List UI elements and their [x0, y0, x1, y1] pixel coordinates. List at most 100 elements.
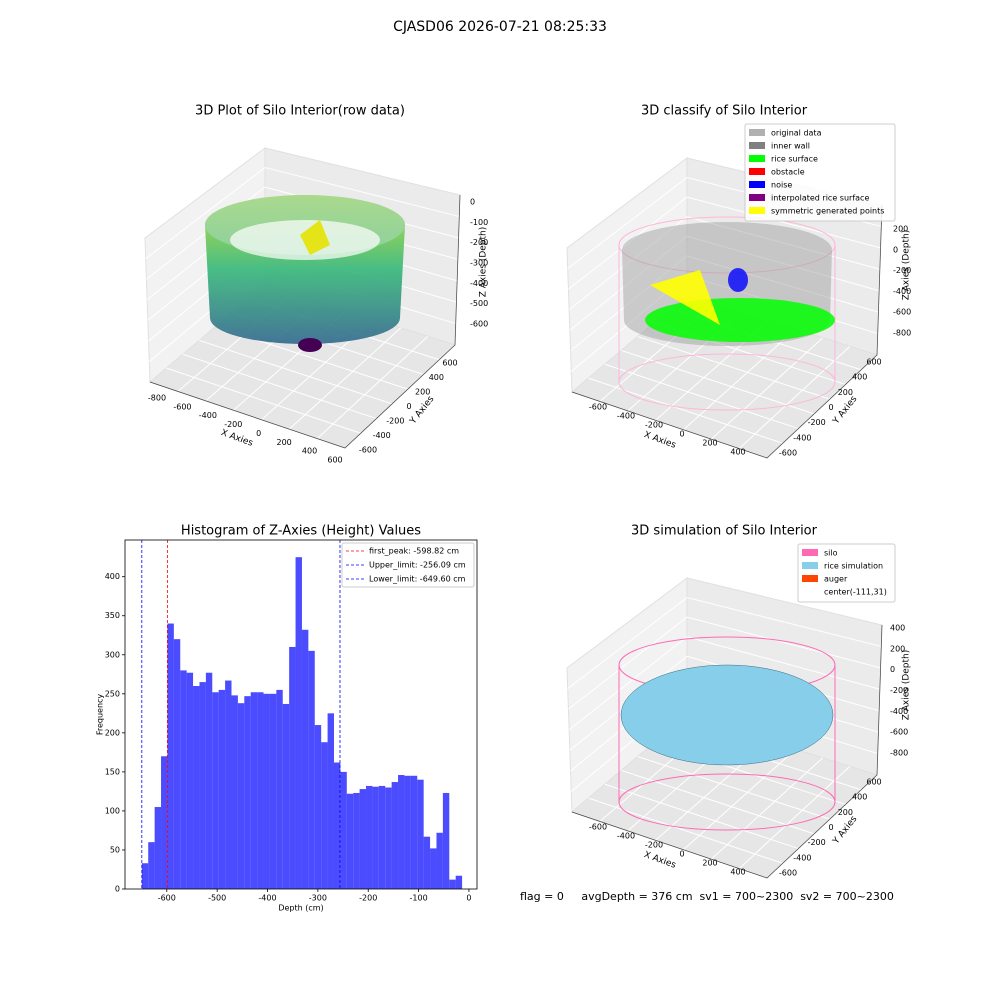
legend-label: symmetric generated points — [771, 207, 884, 216]
y-tick-label: 50 — [110, 845, 120, 854]
z-tick-label: -300 — [470, 259, 488, 268]
z-tick-label: -800 — [890, 749, 908, 758]
y-tick-label: 300 — [105, 650, 120, 659]
bar — [417, 779, 424, 889]
legend-label: first_peak: -598.82 cm — [369, 547, 459, 556]
pane-grid — [570, 255, 688, 352]
pane-grid — [686, 597, 882, 647]
y-tick-label: 200 — [415, 388, 430, 397]
legend-label: rice surface — [771, 155, 818, 164]
legend-swatch — [749, 129, 765, 136]
pane-grid — [686, 255, 879, 313]
y-tick-label: -400 — [373, 431, 391, 440]
pane-grid — [686, 616, 881, 669]
chart-title: 3D Plot of Silo Interior(row data) — [195, 104, 405, 119]
bar — [167, 623, 174, 889]
z-tick-label: -600 — [893, 308, 911, 317]
bar — [359, 789, 367, 889]
symmetric — [650, 270, 720, 325]
pane-grid — [588, 797, 783, 864]
chart-title: 3D classify of Silo Interior — [641, 104, 808, 119]
pane-grid — [738, 766, 851, 869]
z-tick-label: -600 — [890, 728, 908, 737]
footer: flag = 0 avgDepth = 376 cm sv1 = 700~230… — [520, 890, 894, 903]
legend-label: silo — [824, 549, 838, 558]
legend-swatch — [749, 155, 765, 162]
bar — [449, 879, 456, 889]
z-tick-label: -100 — [470, 218, 488, 227]
y-tick-label: 250 — [105, 689, 120, 698]
legend-swatch — [802, 549, 818, 556]
x-tick-label: -600 — [589, 403, 607, 412]
bar — [385, 787, 392, 889]
legend-label: obstacle — [771, 168, 805, 177]
x-tick-label: -600 — [589, 823, 607, 832]
y-tick-label: 600 — [866, 358, 881, 367]
x-tick-label: -600 — [158, 894, 176, 903]
pane-grid — [166, 367, 361, 434]
legend-box — [341, 542, 475, 588]
z-tick-label: -200 — [890, 686, 908, 695]
bar — [193, 686, 200, 889]
x-tick-label: 0 — [466, 894, 471, 903]
bar — [378, 785, 386, 889]
pane-grid — [567, 597, 688, 689]
pane-grid — [588, 377, 783, 444]
x-tick-label: 600 — [327, 456, 342, 465]
x-tick-label: -200 — [645, 841, 663, 850]
y-tick-label: 0 — [828, 403, 833, 412]
x-tick-label: 400 — [302, 447, 317, 456]
bar — [391, 782, 399, 889]
x-tick-label: 400 — [730, 448, 745, 457]
pane-grid — [683, 748, 796, 851]
y-tick-label: -600 — [359, 446, 377, 455]
pane-grid — [264, 167, 460, 217]
z-tick-label: 0 — [890, 665, 895, 674]
pane-grid — [568, 216, 688, 311]
x-tick-label: -500 — [208, 894, 226, 903]
pane-grid — [686, 216, 880, 270]
bar — [346, 793, 354, 889]
legend-label: original data — [771, 129, 822, 138]
x-tick-label: 200 — [702, 859, 717, 868]
x-tick-label: -600 — [173, 402, 191, 411]
z-tick-label: 400 — [890, 624, 905, 633]
pane-grid — [568, 636, 688, 731]
bar — [269, 693, 277, 889]
y-tick-label: 600 — [442, 359, 457, 368]
chart-title: 3D simulation of Silo Interior — [631, 524, 818, 539]
legend-swatch — [749, 207, 765, 214]
bar — [404, 775, 411, 889]
bar — [173, 639, 181, 889]
x-tick-label: 0 — [679, 850, 684, 859]
x-tick-label: -400 — [617, 412, 635, 421]
bar — [340, 771, 347, 889]
pane-grid — [199, 339, 393, 405]
bar — [237, 703, 245, 889]
cloud-bump — [300, 220, 330, 255]
legend-swatch — [749, 194, 765, 201]
legend-label: noise — [771, 181, 792, 190]
y-tick-label: -200 — [386, 417, 404, 426]
x-tick-label: 200 — [702, 439, 717, 448]
noise — [728, 268, 748, 292]
x-tick-label: -200 — [224, 420, 242, 429]
y-tick-label: -200 — [808, 418, 826, 427]
bar — [295, 557, 302, 889]
z-tick-label: -200 — [893, 266, 911, 275]
cloud-bottom — [298, 338, 322, 352]
bar — [276, 689, 283, 889]
bar — [410, 775, 418, 889]
y-tick-label: 0 — [406, 402, 411, 411]
y-tick-label: -600 — [779, 869, 797, 878]
z-tick-label: 200 — [893, 225, 908, 234]
pane-grid — [568, 616, 688, 710]
bar — [161, 756, 168, 889]
x-tick-label: 200 — [277, 438, 292, 447]
y-tick-label: -200 — [808, 838, 826, 847]
bar — [218, 689, 226, 889]
x-axis-label: Depth (cm) — [278, 904, 323, 913]
pane-grid — [686, 235, 880, 292]
bar — [423, 836, 431, 889]
bar — [455, 875, 463, 889]
